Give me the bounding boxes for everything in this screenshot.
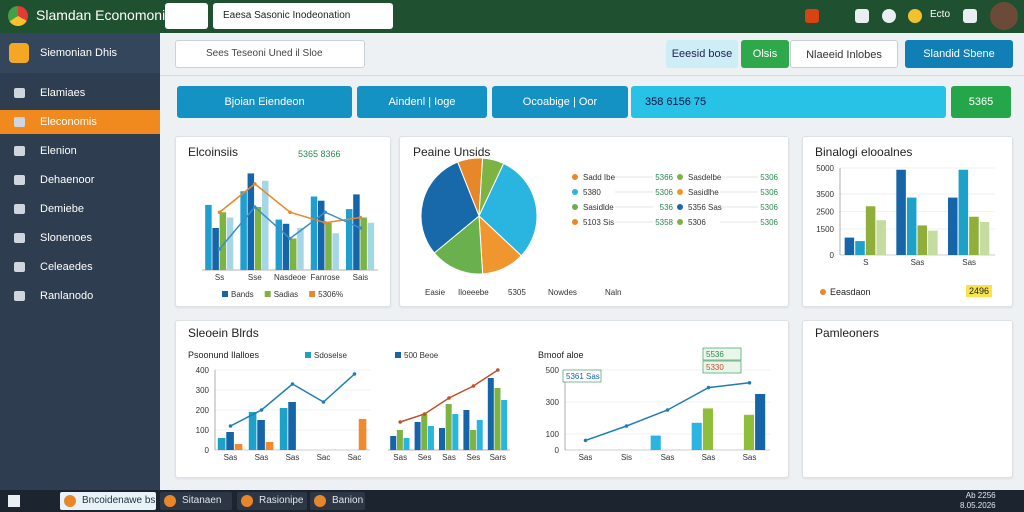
card [399,136,789,307]
card [175,136,391,307]
toolbar-button[interactable]: Aindenl | Ioge [357,86,487,118]
sidebar-header: Siemonian Dhis [0,33,160,73]
menu-label: Elamiaes [40,87,86,99]
task-item[interactable]: Sitanaen [160,492,232,510]
menu-item[interactable]: Elamiaes [0,81,160,105]
icon[interactable] [805,9,819,23]
menu-icon [14,146,25,156]
menu-icon [14,291,25,301]
avatar[interactable] [990,2,1018,30]
badge: 2496 [966,285,993,297]
card-title: Binalogi elooalnes [815,145,913,159]
user-name: Ecto [930,9,951,20]
menu-label: Eleconomis [40,116,97,128]
toolbar-button[interactable]: 5365 [951,86,1011,118]
divider [160,75,1024,76]
task-item[interactable]: Bncoidenawe bs [60,492,156,510]
card [802,136,1013,307]
start-button[interactable] [8,495,20,507]
card-title: Pamleoners [815,326,880,340]
menu-item[interactable]: Slonenoes [0,226,160,250]
menu-icon [14,204,25,214]
logo [9,43,29,63]
card [175,320,789,478]
menu-label: Demiebe [40,203,85,215]
menu-icon [14,175,25,185]
card-tag: 5365 8366 [298,149,341,159]
menu-label: Slonenoes [40,232,92,244]
toolbar-button[interactable]: Ocoabige | Oor [492,86,628,118]
menu-item[interactable]: Eleconomis [0,110,160,134]
card-title: Sleoein Blrds [188,326,259,340]
icon[interactable] [908,9,922,23]
menu-icon [14,233,25,243]
date: 8.05.2026 [960,501,996,510]
time: Ab 2256 [965,491,996,500]
card-title: Elcoinsiis [188,145,239,159]
clock: Ab 2256 8.05.2026 [960,491,996,511]
card [802,320,1013,478]
task-item[interactable]: Banion [310,492,365,510]
menu-label: Elenion [40,145,77,157]
button[interactable]: Olsis [741,40,789,68]
app-title: Slamdan Economoni [36,7,166,23]
sidebar: Siemonian Dhis Elamiaes Eleconomis Elenion… [0,33,160,490]
legend-label: Eeasdaon [830,287,871,297]
task-item[interactable]: Rasionipe [237,492,307,510]
sidebar-title: Siemonian Dhis [40,47,118,59]
icon[interactable] [882,9,896,23]
app-icon [8,6,28,26]
icon-select[interactable] [165,3,208,29]
toolbar-button[interactable]: Bjoian Eiendeon [177,86,352,118]
menu-item[interactable]: Celeaedes [0,255,160,279]
select[interactable]: Eaesa Sasonic Inodeonation [213,3,393,29]
card-title: Peaine Unsids [413,145,491,159]
toolbar-field[interactable]: 358 6156 75 [631,86,946,118]
menu-item[interactable]: Elenion [0,139,160,163]
top-bar: Slamdan Economoni Eaesa Sasonic Inodeona… [0,0,1024,33]
menu-item[interactable]: Dehaenoor [0,168,160,192]
menu-label: Dehaenoor [40,174,95,186]
dropdown[interactable]: Nlaeeid Inlobes [790,40,898,68]
menu-label: Celeaedes [40,261,93,273]
button[interactable]: Eeesid bose [666,40,738,68]
icon[interactable] [855,9,869,23]
icon[interactable] [963,9,977,23]
search-box[interactable]: Sees Teseoni Uned il Sloe [175,40,365,68]
menu-icon [14,117,25,127]
menu-icon [14,262,25,272]
button[interactable]: Slandid Sbene [905,40,1013,68]
menu-icon [14,88,25,98]
taskbar: Bncoidenawe bs Sitanaen Rasionipe Banion Ab… [0,490,1024,512]
menu-item[interactable]: Demiebe [0,197,160,221]
menu-label: Ranlanodo [40,290,94,302]
menu-item[interactable]: Ranlanodo [0,284,160,308]
